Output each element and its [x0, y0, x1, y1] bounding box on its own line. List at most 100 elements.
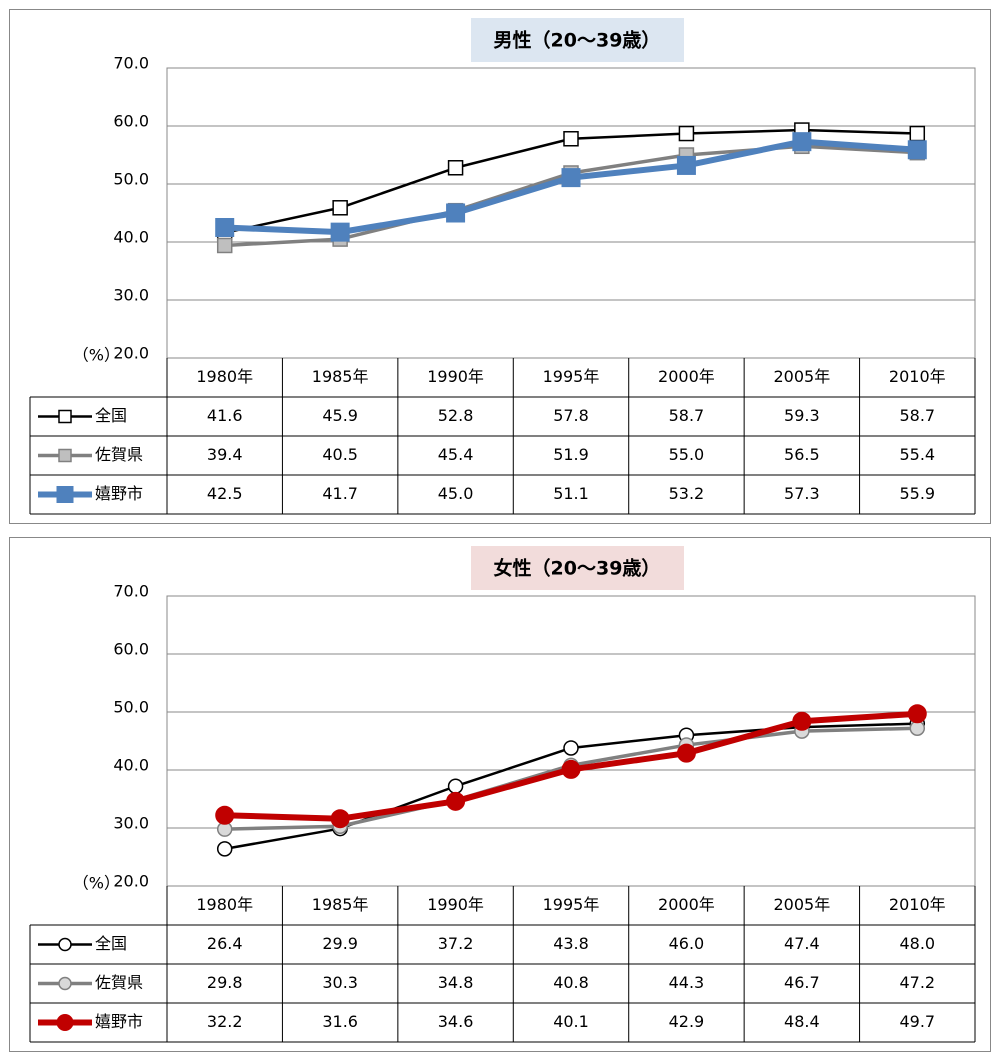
- marker: [909, 125, 926, 142]
- chart: 男性（20～39歳） 20.0 30.0 40.0 50.0 60.0 70.0 （%） 198…: [9, 9, 991, 524]
- table-value: 37.2: [438, 934, 474, 953]
- x-tick-label: 1980年: [196, 895, 253, 914]
- x-tick-label: 2010年: [889, 367, 946, 386]
- legend-label: 全国: [95, 934, 127, 953]
- x-tick-label: 2000年: [658, 367, 715, 386]
- marker: [561, 168, 581, 188]
- table-value: 43.8: [553, 934, 589, 953]
- table-value: 30.3: [322, 973, 358, 992]
- table-value: 40.8: [553, 973, 589, 992]
- legend-label: 嬉野市: [95, 484, 143, 503]
- x-tick-label: 1985年: [312, 367, 369, 386]
- chart: 女性（20～39歳） 20.0 30.0 40.0 50.0 60.0 70.0 （%） 198…: [9, 537, 991, 1052]
- table-value: 48.0: [899, 934, 935, 953]
- marker: [907, 140, 927, 160]
- x-tick-label: 1995年: [543, 895, 600, 914]
- x-tick-label: 2010年: [889, 895, 946, 914]
- table-value: 47.2: [899, 973, 935, 992]
- legend-label: 佐賀県: [95, 973, 143, 992]
- table-value: 51.9: [553, 445, 589, 464]
- legend-marker: [58, 976, 72, 991]
- y-tick-label: 70.0: [113, 54, 149, 73]
- y-tick-label: 20.0: [113, 872, 149, 891]
- table-value: 42.9: [669, 1012, 705, 1031]
- y-axis-label: （%）: [73, 346, 120, 365]
- table-value: 39.4: [207, 445, 243, 464]
- table-value: 29.8: [207, 973, 243, 992]
- legend-label: 佐賀県: [95, 445, 143, 464]
- y-tick-label: 50.0: [113, 170, 149, 189]
- table-value: 46.0: [669, 934, 705, 953]
- marker: [909, 720, 926, 736]
- x-tick-label: 1995年: [543, 367, 600, 386]
- table-value: 41.6: [207, 406, 243, 425]
- marker: [907, 704, 927, 724]
- marker: [792, 132, 812, 152]
- chart-frame: [9, 537, 991, 1052]
- y-tick-label: 40.0: [113, 228, 149, 247]
- marker: [563, 131, 579, 147]
- table-value: 48.4: [784, 1012, 820, 1031]
- y-axis-label: （%）: [73, 874, 120, 893]
- table-value: 45.9: [322, 406, 358, 425]
- table-value: 44.3: [669, 973, 705, 992]
- chart-frame: [9, 9, 991, 524]
- marker: [676, 743, 696, 763]
- marker: [332, 200, 348, 216]
- table-value: 51.1: [553, 484, 589, 503]
- y-tick-label: 30.0: [113, 286, 149, 305]
- table-value: 57.3: [784, 484, 820, 503]
- table-value: 34.8: [438, 973, 474, 992]
- x-tick-label: 1990年: [427, 367, 484, 386]
- title-background: [471, 18, 684, 62]
- chart-title: 男性（20～39歳）: [494, 29, 661, 52]
- marker: [447, 778, 464, 794]
- y-tick-label: 30.0: [113, 814, 149, 833]
- table-value: 42.5: [207, 484, 243, 503]
- table-value: 34.6: [438, 1012, 474, 1031]
- table-value: 26.4: [207, 934, 243, 953]
- marker: [447, 160, 464, 176]
- y-tick-label: 60.0: [113, 640, 149, 659]
- table-value: 53.2: [669, 484, 705, 503]
- y-tick-label: 40.0: [113, 756, 149, 775]
- legend-marker: [58, 409, 72, 424]
- table-value: 56.5: [784, 445, 820, 464]
- x-tick-label: 1985年: [312, 895, 369, 914]
- table-value: 55.0: [669, 445, 705, 464]
- table-value: 58.7: [669, 406, 705, 425]
- table-value: 45.4: [438, 445, 474, 464]
- table-value: 29.9: [322, 934, 358, 953]
- legend-marker: [58, 937, 72, 952]
- table-value: 40.1: [553, 1012, 589, 1031]
- table-value: 40.5: [322, 445, 358, 464]
- x-tick-label: 1980年: [196, 367, 253, 386]
- marker: [446, 791, 466, 811]
- table-value: 47.4: [784, 934, 820, 953]
- table-value: 55.9: [899, 484, 935, 503]
- marker: [330, 222, 350, 242]
- legend-marker: [56, 486, 74, 503]
- x-tick-label: 2005年: [773, 367, 830, 386]
- x-tick-label: 2005年: [773, 895, 830, 914]
- table-value: 46.7: [784, 973, 820, 992]
- y-tick-label: 20.0: [113, 344, 149, 363]
- x-tick-label: 2000年: [658, 895, 715, 914]
- marker: [330, 809, 350, 829]
- table-value: 49.7: [899, 1012, 935, 1031]
- marker: [216, 237, 233, 254]
- y-tick-label: 50.0: [113, 698, 149, 717]
- marker: [215, 218, 235, 237]
- marker: [792, 711, 812, 731]
- table-value: 58.7: [899, 406, 935, 425]
- table-value: 55.4: [899, 445, 935, 464]
- x-tick-label: 1990年: [427, 895, 484, 914]
- marker: [446, 203, 466, 223]
- legend-label: 全国: [95, 406, 127, 425]
- table-value: 31.6: [322, 1012, 358, 1031]
- marker: [563, 740, 579, 756]
- table-value: 32.2: [207, 1012, 243, 1031]
- marker: [678, 125, 695, 142]
- legend-marker: [56, 1014, 74, 1031]
